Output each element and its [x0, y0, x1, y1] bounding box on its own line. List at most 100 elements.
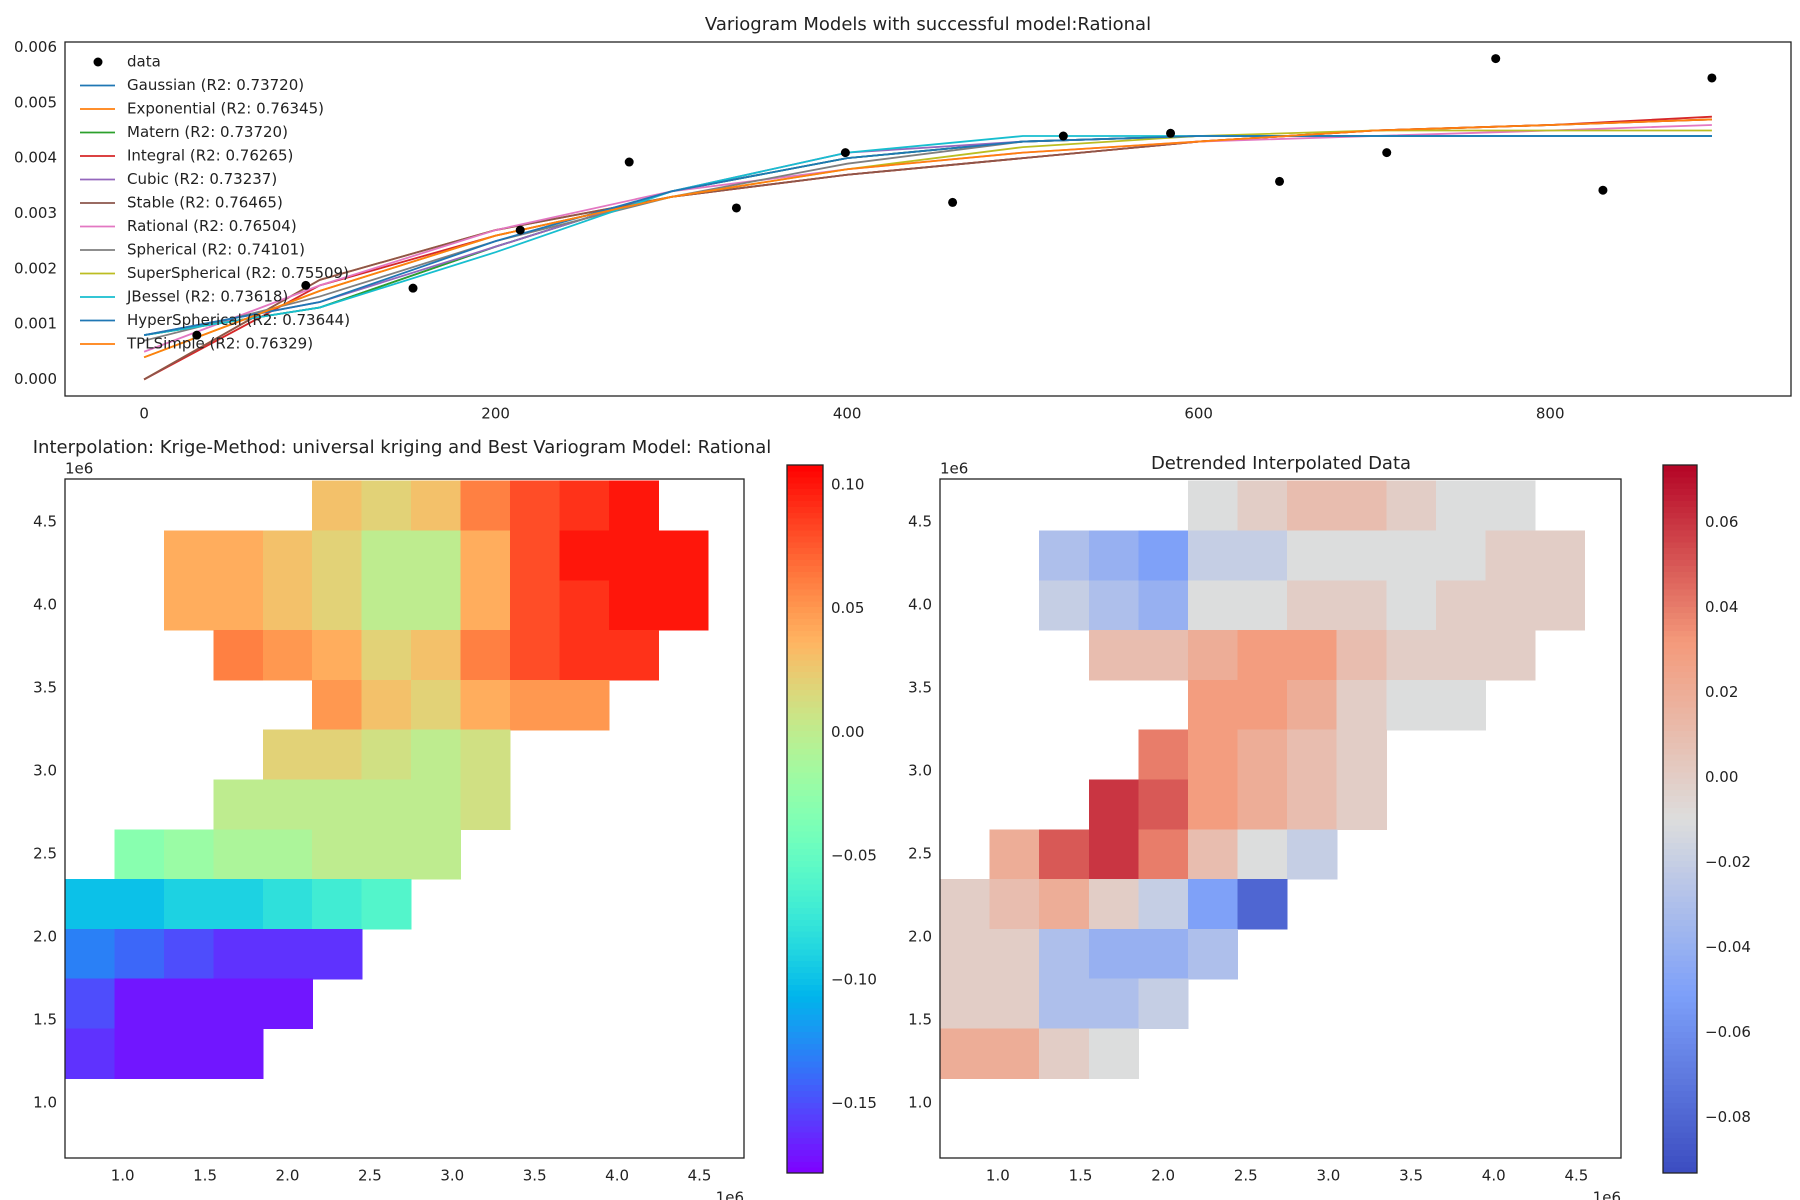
legend-label: HyperSpherical (R2: 0.73644) — [127, 311, 350, 329]
heatmap-cell — [1336, 729, 1387, 781]
heatmap-cell — [411, 729, 462, 781]
heatmap-cell — [1088, 630, 1139, 681]
colorbar-segment — [787, 742, 823, 749]
colorbar-segment — [1663, 1072, 1697, 1080]
heatmap-cell — [1287, 580, 1338, 631]
model-line — [143, 115, 1712, 381]
data-point — [1491, 54, 1501, 64]
heatmap-cell — [1039, 978, 1090, 1030]
heatmap-cell — [509, 630, 561, 681]
colorbar-segment — [1663, 807, 1697, 814]
heatmap-cell — [1088, 1028, 1139, 1079]
colorbar-segment — [1663, 1031, 1697, 1038]
heatmap-cell — [1435, 679, 1487, 731]
colorbar-segment — [1663, 1119, 1697, 1127]
x-tick-label: 3.0 — [440, 1167, 464, 1185]
data-point — [1166, 128, 1176, 138]
colorbar-segment — [1663, 500, 1697, 507]
colorbar-segment — [1663, 535, 1697, 543]
heatmap-cell — [65, 928, 116, 980]
colorbar-segment — [787, 647, 823, 655]
heatmap-cell — [940, 928, 991, 980]
heatmap-cell — [1187, 729, 1239, 781]
data-point — [1707, 73, 1717, 83]
heatmap-cell — [361, 580, 412, 631]
heatmap-cell — [658, 530, 709, 581]
heatmap-cell — [608, 630, 659, 681]
colorbar-segment — [787, 948, 823, 956]
colorbar-segment — [1663, 913, 1697, 920]
heatmap-cell — [1237, 679, 1288, 731]
colorbar-segment — [1663, 1102, 1697, 1109]
colorbar-segment — [1663, 695, 1697, 702]
colorbar-tick-label: −0.15 — [831, 1094, 877, 1112]
colorbar-segment — [1663, 1060, 1697, 1068]
colorbar-segment — [1663, 606, 1697, 614]
colorbar-segment — [787, 671, 823, 678]
colorbar-segment — [787, 606, 823, 614]
heatmap-cell — [262, 630, 313, 681]
heatmap-cell — [1336, 779, 1387, 830]
colorbar-segment — [787, 1161, 823, 1168]
heatmap-cell — [1435, 630, 1487, 681]
y-tick-label: 0.001 — [14, 315, 57, 333]
heatmap-cell — [1287, 679, 1338, 731]
colorbar-tick-label: −0.04 — [1705, 938, 1751, 956]
colorbar-segment — [1663, 819, 1697, 826]
axes-frame — [64, 478, 745, 1159]
data-point — [948, 197, 958, 207]
colorbar-tick-label: 0.04 — [1705, 598, 1738, 616]
heatmap-cell — [411, 630, 462, 681]
colorbar-segment — [1663, 966, 1697, 973]
colorbar-segment — [787, 482, 823, 490]
colorbar-segment — [787, 765, 823, 773]
colorbar-segment — [787, 913, 823, 920]
heatmap-cell — [989, 879, 1040, 930]
data-point — [731, 203, 741, 213]
colorbar-segment — [787, 470, 823, 478]
heatmap-cell — [411, 530, 462, 581]
colorbar-segment — [1663, 565, 1697, 572]
heatmap-cell — [509, 480, 561, 532]
heatmap-cell — [1138, 779, 1189, 830]
colorbar-segment — [1663, 789, 1697, 796]
x-tick-label: 3.0 — [1317, 1167, 1341, 1185]
data-point — [1275, 176, 1285, 186]
heatmap-cell — [114, 928, 165, 980]
colorbar-segment — [787, 630, 823, 637]
heatmap-cell — [1039, 879, 1090, 930]
colorbar-segment — [1663, 1001, 1697, 1009]
colorbar-segment — [787, 642, 823, 649]
y-tick-label: 2.5 — [908, 845, 932, 863]
colorbar-segment — [1663, 1149, 1697, 1156]
data-point — [840, 148, 850, 158]
colorbar-segment — [787, 1055, 823, 1062]
colorbar-segment — [787, 824, 823, 832]
colorbar-segment — [1663, 494, 1697, 501]
heatmap-cell — [460, 530, 511, 581]
heatmap-cell — [262, 928, 313, 980]
colorbar-segment — [787, 476, 823, 484]
x-tick-label: 0 — [139, 405, 149, 423]
colorbar-segment — [787, 907, 823, 914]
colorbar-segment — [1663, 765, 1697, 773]
heatmap-cell — [361, 530, 412, 581]
colorbar-segment — [787, 854, 823, 861]
colorbar-segment — [787, 1119, 823, 1127]
heatmap-cell — [940, 978, 991, 1030]
legend-label: Gaussian (R2: 0.73720) — [127, 76, 304, 94]
axes-frame — [64, 41, 1792, 397]
colorbar-segment — [787, 789, 823, 796]
colorbar-segment — [1663, 730, 1697, 737]
colorbar-segment — [1663, 665, 1697, 673]
colorbar-segment — [1663, 795, 1697, 802]
heatmap-cell — [1386, 630, 1437, 681]
heatmap-cell — [411, 829, 462, 880]
colorbar-segment — [1663, 612, 1697, 619]
heatmap-cell — [1088, 530, 1139, 581]
heatmap-cell — [1535, 580, 1586, 631]
colorbar-segment — [787, 748, 823, 755]
heatmap-cell — [940, 1028, 991, 1079]
colorbar-segment — [1663, 624, 1697, 631]
colorbar-segment — [1663, 1043, 1697, 1050]
